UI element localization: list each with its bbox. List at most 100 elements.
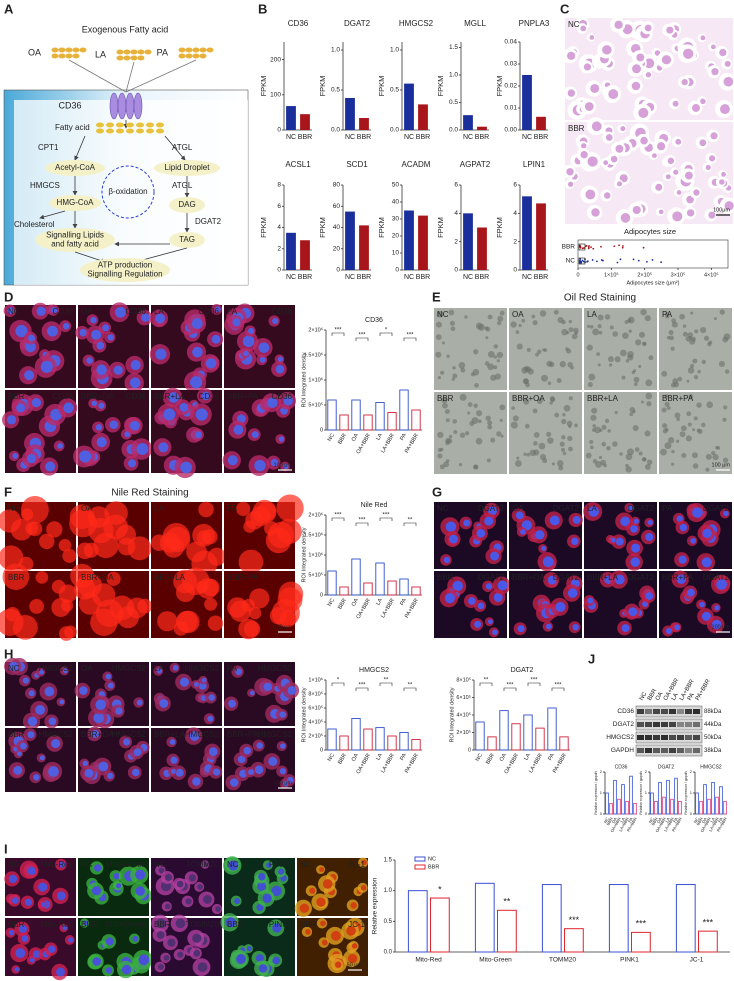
nucleus [203,895,212,904]
nucleus [658,209,664,215]
cell [682,331,688,337]
cell [500,434,504,438]
bar [547,707,557,751]
cell [646,459,653,465]
cell [645,392,653,400]
chart-title: Adipocytes size [624,227,676,236]
cell [550,397,556,403]
line [68,59,127,93]
nucleus [610,537,616,543]
nucleus [346,925,356,936]
nucleus [617,181,623,187]
x-tick-label: LA [523,752,532,761]
cell [0,509,22,533]
node [80,258,170,282]
image-label: LA [154,504,164,513]
cell [546,431,552,437]
cell [556,378,562,383]
cell [562,451,567,456]
cell [535,352,539,357]
nucleus [547,575,557,585]
nucleus [287,685,297,695]
x-tick-label: BBR [416,134,430,141]
x-tick-label: BBR [475,134,489,141]
cell [640,308,647,316]
scale-label: 100 μm [274,780,293,786]
cell [437,431,444,439]
cell [586,324,591,328]
cell [692,463,699,469]
y-tick-label: 2 [277,245,281,252]
nucleus [107,682,114,689]
nucleus [255,954,264,963]
bar [666,779,670,815]
cell [644,430,651,437]
channel [117,92,127,120]
x-tick-label: NC [522,274,532,281]
nucleus [155,313,166,324]
cell [496,359,500,363]
cell [601,424,607,430]
x-tick-label: NC [693,816,700,824]
bar [631,931,651,953]
cell [46,521,63,538]
cell [568,319,572,324]
nucleus [208,694,215,701]
cell [227,597,248,618]
cell [686,379,690,383]
image-label: BBR+LA [154,730,186,739]
cell [510,421,518,429]
nucleus [700,98,706,105]
nucleus [98,761,109,772]
stain-label: CD36 [53,307,74,316]
cell [514,460,522,467]
bar [387,412,397,431]
significance: * [438,884,442,894]
sig-bracket [379,682,393,686]
sig-bracket [355,337,369,341]
cell [589,439,594,444]
band-label: HMGCS2 [606,734,634,741]
nucleus [51,739,61,749]
y-tick-label: 6 [454,182,458,189]
cell [58,539,72,552]
label: ATGL [172,181,193,190]
cell [614,410,618,415]
nucleus [279,711,287,718]
chart-title: CD36 [615,764,628,770]
box [578,243,586,251]
lipid-dot [130,55,138,61]
cell [669,335,674,341]
nucleus [676,515,683,522]
nucleus [190,376,203,389]
y-tick-label: 0.04 [504,39,517,46]
nucleus [645,592,654,600]
nucleus [567,181,574,187]
cell [559,361,566,368]
nucleus [45,461,56,472]
cell [689,363,695,369]
nucleus [24,370,35,381]
nucleus [130,359,141,371]
bar [418,215,428,270]
cell [641,341,647,347]
band-size: 38kDa [704,748,722,754]
cell [69,504,95,530]
nucleus [350,902,357,909]
image-label: BBR+LA [587,573,619,582]
cell [560,447,566,452]
nucleus [572,516,581,524]
chart-title: HMGCS2 [359,667,389,674]
nucleus [615,537,624,546]
nucleus [197,884,203,890]
dot [660,261,663,264]
cell [445,418,450,423]
x-tick-label: NC [345,134,355,141]
cell [532,408,538,414]
nucleus [92,957,102,966]
cell [39,533,55,550]
bar [474,882,495,953]
cell [567,435,573,441]
label: Signalling Lipids [46,231,104,240]
cell [521,366,529,374]
